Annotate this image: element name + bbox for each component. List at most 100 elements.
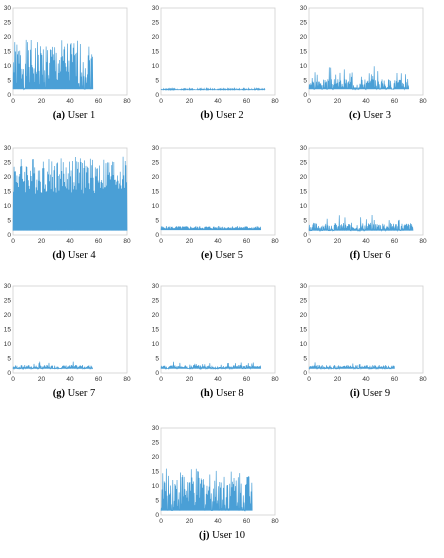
x-tick-label: 40 (362, 376, 370, 383)
x-tick-label: 20 (334, 376, 342, 383)
axes-box (308, 285, 424, 374)
caption-letter: (j) (198, 530, 210, 541)
series-line (160, 87, 266, 92)
panel-caption: (a) User 1 (0, 110, 148, 121)
x-tick-label: 20 (186, 98, 194, 105)
caption-text: User 3 (360, 110, 391, 121)
chart-panel-2: 0 20 40 60 80 0 5 10 15 20 25 30 (b) User 2 (148, 0, 296, 138)
caption-letter: (b) (200, 110, 214, 121)
x-tick-label: 40 (214, 518, 222, 525)
series-line (308, 362, 395, 371)
caption-letter: (g) (52, 388, 65, 399)
y-tick-label: 30 (4, 283, 12, 290)
chart-panel-9: 0 20 40 60 80 0 5 10 15 20 25 30 (i) User 9 (296, 278, 444, 416)
caption-letter: (i) (349, 388, 360, 399)
x-tick-label: 20 (38, 98, 46, 105)
x-tick-label: 80 (123, 376, 131, 383)
series-line (308, 215, 414, 233)
y-tick-label: 10 (152, 203, 160, 210)
caption-text: User 2 (213, 110, 244, 121)
series-line (160, 226, 262, 231)
y-tick-label: 30 (152, 5, 160, 12)
axes-box (160, 147, 276, 236)
x-tick-label: 80 (271, 376, 279, 383)
y-tick-label: 5 (7, 218, 11, 225)
chart-svg: 0 20 40 60 80 0 5 10 15 20 25 30 (4, 145, 131, 245)
y-tick-label: 10 (4, 341, 12, 348)
caption-text: User 9 (359, 388, 391, 399)
y-tick-label: 30 (152, 283, 160, 290)
x-tick-label: 20 (186, 238, 194, 245)
caption-letter: (h) (200, 388, 214, 399)
y-tick-label: 30 (4, 145, 12, 152)
y-tick-label: 20 (152, 454, 160, 461)
y-tick-label: 0 (155, 512, 159, 519)
y-tick-label: 20 (152, 34, 160, 41)
y-tick-label: 15 (4, 327, 12, 334)
x-tick-label: 20 (38, 376, 46, 383)
y-tick-label: 25 (4, 298, 12, 305)
chart-panel-1: 0 20 40 60 80 0 5 10 15 20 25 30 (a) User 1 (0, 0, 148, 138)
caption-letter: (a) (52, 110, 65, 121)
y-tick-label: 20 (300, 312, 308, 319)
caption-text: User 6 (360, 250, 391, 261)
x-tick-label: 20 (186, 376, 194, 383)
x-tick-label: 40 (362, 98, 370, 105)
y-tick-label: 15 (152, 469, 160, 476)
caption-text: User 10 (209, 530, 246, 541)
chart-svg: 0 20 40 60 80 0 5 10 15 20 25 30 (152, 425, 279, 525)
y-tick-label: 10 (300, 341, 308, 348)
x-tick-label: 80 (123, 98, 131, 105)
axes-box (160, 7, 276, 96)
x-tick-label: 60 (95, 376, 103, 383)
series-line (160, 468, 253, 512)
y-tick-label: 10 (300, 63, 308, 70)
x-tick-label: 0 (159, 98, 163, 105)
panel-caption: (e) User 5 (148, 250, 296, 261)
y-tick-label: 25 (152, 298, 160, 305)
caption-text: User 7 (64, 388, 96, 399)
x-tick-label: 0 (159, 376, 163, 383)
axes-box (308, 7, 424, 96)
y-tick-label: 5 (155, 498, 159, 505)
caption-letter: (f) (349, 250, 361, 261)
chart-panel-7: 0 20 40 60 80 0 5 10 15 20 25 30 (g) User 7 (0, 278, 148, 416)
y-tick-label: 15 (152, 49, 160, 56)
y-tick-label: 30 (4, 5, 12, 12)
caption-text: User 5 (212, 250, 243, 261)
x-tick-label: 0 (159, 238, 163, 245)
panel-caption: (d) User 4 (0, 250, 148, 261)
y-tick-label: 5 (303, 78, 307, 85)
x-tick-label: 40 (66, 238, 74, 245)
y-tick-label: 5 (155, 356, 159, 363)
x-tick-label: 60 (243, 98, 251, 105)
chart-svg: 0 20 40 60 80 0 5 10 15 20 25 30 (152, 145, 279, 245)
caption-letter: (c) (349, 110, 361, 121)
caption-text: User 1 (64, 110, 96, 121)
x-tick-label: 40 (214, 98, 222, 105)
x-tick-label: 0 (307, 238, 311, 245)
axes-box (160, 427, 276, 516)
x-tick-label: 80 (271, 98, 279, 105)
y-tick-label: 15 (300, 189, 308, 196)
y-tick-label: 20 (152, 312, 160, 319)
y-tick-label: 25 (152, 20, 160, 27)
x-tick-label: 60 (243, 238, 251, 245)
chart-panel-8: 0 20 40 60 80 0 5 10 15 20 25 30 (h) User 8 (148, 278, 296, 416)
x-tick-label: 40 (362, 238, 370, 245)
y-tick-label: 0 (155, 370, 159, 377)
x-tick-label: 80 (419, 238, 427, 245)
y-tick-label: 15 (4, 189, 12, 196)
y-tick-label: 10 (4, 63, 12, 70)
y-tick-label: 0 (303, 92, 307, 99)
panel-caption: (h) User 8 (148, 388, 296, 399)
x-tick-label: 80 (123, 238, 131, 245)
y-tick-label: 25 (300, 298, 308, 305)
chart-svg: 0 20 40 60 80 0 5 10 15 20 25 30 (4, 283, 131, 383)
caption-text: User 4 (65, 250, 96, 261)
series-line (12, 156, 128, 231)
y-tick-label: 0 (155, 92, 159, 99)
x-tick-label: 0 (11, 98, 15, 105)
series-line (12, 361, 94, 371)
